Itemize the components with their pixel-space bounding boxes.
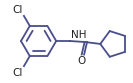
Text: NH: NH — [71, 30, 86, 40]
Text: O: O — [78, 56, 86, 66]
Text: Cl: Cl — [13, 5, 23, 15]
Text: Cl: Cl — [13, 68, 23, 78]
